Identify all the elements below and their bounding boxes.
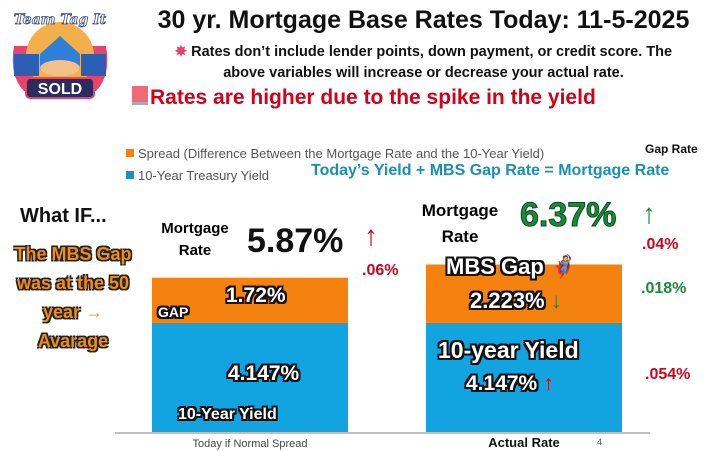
legend-spread: Spread (Difference Between the Mortgage … [126,146,544,161]
svg-text:SOLD: SOLD [38,81,82,98]
left-yield-value: 4.147% [228,362,300,385]
mortgage-label-line: Rate [441,227,479,246]
right-yield-value: 4.147% ↑ [466,372,554,396]
left-mortgage-label: Mortgage Rate [152,218,238,262]
legend-yield: 10-Year Treasury Yield [126,168,269,183]
logo: SOLD Team Tag It [4,6,116,106]
left-gap-label: GAP [158,304,189,320]
mortgage-label-line: Mortgage [161,220,229,237]
what-if-line: was at the 50 [16,273,130,293]
logo-badge-icon: SOLD Team Tag It [12,12,108,99]
what-if-line: The MBS Gap [14,244,132,264]
x-tick-label: Today if Normal Spread [193,438,308,450]
what-if-line: year [42,302,81,322]
alert-text: Rates are higher due to the spike in the… [150,86,596,109]
right-mortgage-rate: 6.37% [519,196,617,235]
legend-label-yield: 10-Year Treasury Yield [138,168,270,183]
page-title: 30 yr. Mortgage Base Rates Today: 11-5-2… [157,6,690,34]
disclaimer-line-1: Rates don’t include lender points, down … [191,44,673,60]
left-rate-change: .06% [362,262,399,279]
superhero-icon: 🦸 [549,254,578,279]
arrow-up-icon: ↑ [364,220,378,251]
collision-icon: ✸ [174,44,188,60]
arrow-down-icon: ↓ [550,288,562,313]
mbs-gap-label: MBS Gap [446,254,544,279]
what-if-heading: What IF... [20,205,107,227]
legend-swatch-spread [126,149,134,157]
yield-bar-segment [426,322,622,432]
disclaimer-line-2: above variables will increase or decreas… [223,65,624,81]
right-yield-label: 10-year Yield [438,337,579,363]
spread-bar-segment [152,277,348,323]
stray-mark: 4 [597,437,603,447]
right-mortgage-label: Mortgage Rate [408,198,512,250]
right-yield-change: .054% [645,366,691,383]
alert-banner: Rates are higher due to the spike in the… [132,86,596,110]
left-gap-value: 1.72% [226,284,286,307]
svg-text:Team Tag It: Team Tag It [14,12,107,28]
right-gap-value: 2.223% ↓ [470,288,562,314]
siren-icon [132,86,148,105]
left-yield-label: 10-Year Yield [178,406,277,423]
formula-text: Today’s Yield + MBS Gap Rate = Mortgage … [311,162,670,179]
right-gap-change: .018% [641,280,687,297]
gap-rate-label: Gap Rate [645,142,698,156]
arrow-up-icon: ↑ [642,198,656,229]
mortgage-label-line: Mortgage [421,201,499,220]
right-gap-label: MBS Gap 🦸 [446,254,577,280]
legend-label-spread: Spread (Difference Between the Mortgage … [138,146,545,161]
right-rate-change: .04% [642,236,679,253]
arrow-right-icon: → [85,302,104,322]
mortgage-label-line: Rate [178,242,212,259]
yield-bar-segment [152,322,348,432]
spread-bar-segment [426,264,622,323]
yield-value: 4.147% [466,372,538,395]
gap-value: 2.223% [470,288,545,313]
disclaimer: ✸ Rates don’t include lender points, dow… [122,42,725,84]
x-tick-label: Actual Rate [488,435,560,450]
arrow-up-icon: ↑ [543,372,554,395]
left-mortgage-rate: 5.87% [247,222,344,260]
what-if-line: Avarage [37,331,109,351]
legend-swatch-yield [126,171,134,179]
what-if-text: The MBS Gap was at the 50 year → Avarage [4,240,142,356]
